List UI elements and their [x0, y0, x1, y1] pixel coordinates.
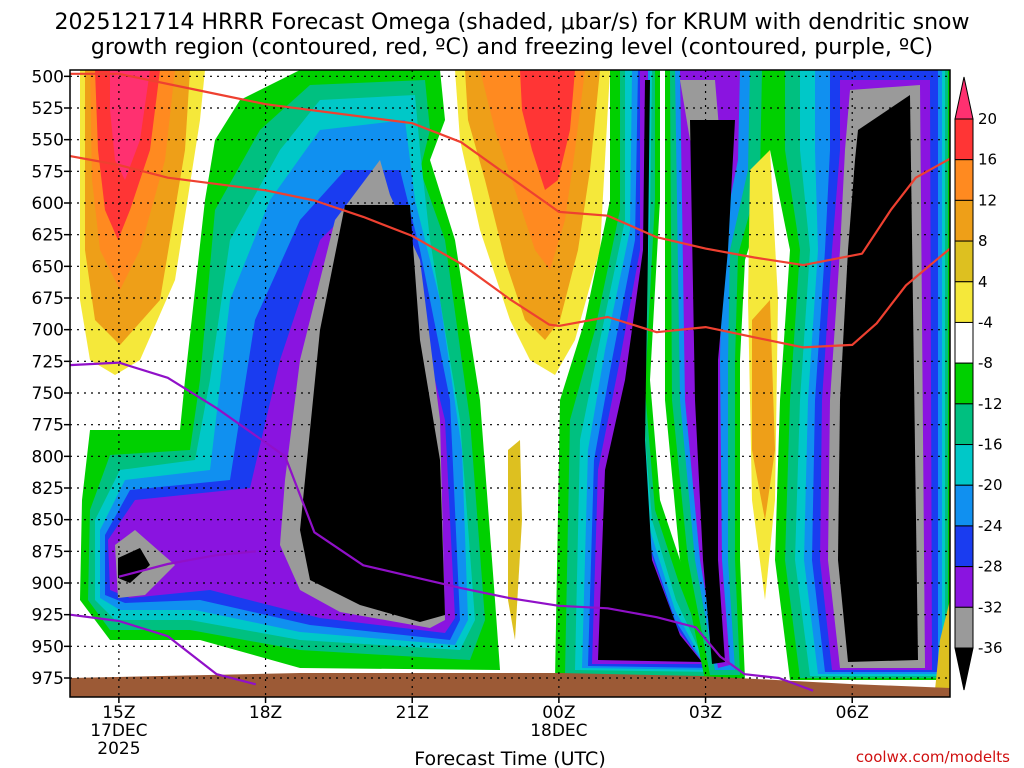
contour-lines — [69, 72, 951, 692]
shade-pink-left — [110, 70, 150, 180]
y-tick-label: 775 — [32, 416, 64, 436]
colorbar-tick-label: -32 — [978, 598, 1003, 616]
x-tick-label: 00Z — [542, 703, 575, 723]
colorbar-swatch — [954, 321, 974, 364]
contour-line — [118, 550, 256, 578]
y-tick-label: 600 — [32, 194, 64, 214]
y-tick-label: 650 — [32, 257, 64, 277]
x-tick-year: 2025 — [97, 739, 140, 759]
colorbar-swatch — [954, 199, 974, 242]
x-tick-date: 18DEC — [530, 721, 587, 741]
x-axis-label: Forecast Time (UTC) — [414, 748, 605, 768]
y-axis: 500 525 550 575 600 625 650 675 700 725 750 775 800 8… — [32, 67, 70, 689]
y-tick-label: 975 — [32, 669, 64, 689]
y-tick-label: 825 — [32, 479, 64, 499]
colorbar-tick-label: 16 — [978, 151, 997, 169]
shade-yellow-small — [508, 440, 522, 640]
colorbar-tick-label: -28 — [978, 558, 1003, 576]
y-tick-label: 925 — [32, 606, 64, 626]
colorbar-tick-label: -24 — [978, 517, 1003, 535]
x-tick-date: 17DEC — [90, 721, 147, 741]
y-tick-label: 800 — [32, 447, 64, 467]
x-tick-label: 18Z — [249, 703, 282, 723]
y-tick-label: 575 — [32, 162, 64, 182]
colorbar-tick-label: 12 — [978, 191, 997, 209]
y-tick-label: 625 — [32, 226, 64, 246]
x-tick-label: 06Z — [836, 703, 869, 723]
colorbar-tick-label: 4 — [978, 273, 988, 291]
colorbar-tick-label: -20 — [978, 476, 1003, 494]
colorbar-swatch — [954, 484, 974, 527]
y-tick-label: 900 — [32, 574, 64, 594]
colorbar-tick-label: -36 — [978, 639, 1003, 657]
plot-frame — [69, 69, 951, 698]
x-tick-label: 03Z — [689, 703, 722, 723]
colorbar-swatch — [954, 606, 974, 649]
x-tick-label: 15Z — [102, 703, 135, 723]
y-tick-label: 525 — [32, 99, 64, 119]
shade-black-mid — [118, 205, 445, 622]
colorbar-tick-label: -12 — [978, 395, 1003, 413]
colorbar-swatch — [954, 118, 974, 161]
y-tick-label: 875 — [32, 542, 64, 562]
shade-red-center — [520, 70, 575, 190]
colorbar-swatch — [954, 403, 974, 446]
chart-title-line2: growth region (contoured, red, ºC) and f… — [91, 35, 933, 60]
colorbar-bottom-arrow — [954, 647, 974, 691]
credit-text: coolwx.com/modelts — [856, 748, 1010, 766]
colorbar-tick-label: 8 — [978, 232, 988, 250]
contour-line — [70, 72, 951, 267]
contour-line — [69, 361, 814, 692]
shade-black-r2 — [690, 120, 735, 664]
colorbar-swatch — [954, 362, 974, 405]
y-tick-label: 500 — [32, 67, 64, 87]
colorbar-swatch — [954, 240, 974, 283]
colorbar-tick-label: -16 — [978, 436, 1003, 454]
x-tick-label: 21Z — [396, 703, 429, 723]
y-tick-label: 725 — [32, 352, 64, 372]
colorbar-swatch — [954, 566, 974, 608]
colorbar-tick-label: -4 — [978, 313, 993, 331]
y-tick-label: 675 — [32, 289, 64, 309]
contour-line — [69, 613, 257, 686]
shade-black-r3 — [838, 95, 918, 662]
y-tick-label: 850 — [32, 511, 64, 531]
ground-terrain — [70, 673, 950, 697]
colorbar-swatch — [954, 444, 974, 486]
colorbar-swatch — [954, 525, 974, 568]
y-tick-label: 550 — [32, 131, 64, 151]
colorbar-top-arrow — [954, 76, 974, 120]
shade-black-r1 — [598, 80, 702, 662]
y-tick-label: 950 — [32, 637, 64, 657]
colorbar-tick-label: -8 — [978, 354, 993, 372]
colorbar-swatch — [954, 281, 974, 323]
y-tick-label: 750 — [32, 384, 64, 404]
shade-yellow-corner — [935, 600, 950, 690]
contour-line — [69, 155, 951, 349]
omega-shading — [70, 70, 950, 697]
shade-gold-r2 — [752, 300, 775, 520]
colorbar-swatch — [954, 159, 974, 201]
y-tick-label: 700 — [32, 321, 64, 341]
colorbar-tick-label: 20 — [978, 110, 997, 128]
colorbar: 20 16 12 8 4 -4 -8 -12 -16 -20 -24 -28 -32 -36 — [954, 76, 1003, 691]
chart-title-line1: 2025121714 HRRR Forecast Omega (shaded, … — [55, 10, 970, 35]
